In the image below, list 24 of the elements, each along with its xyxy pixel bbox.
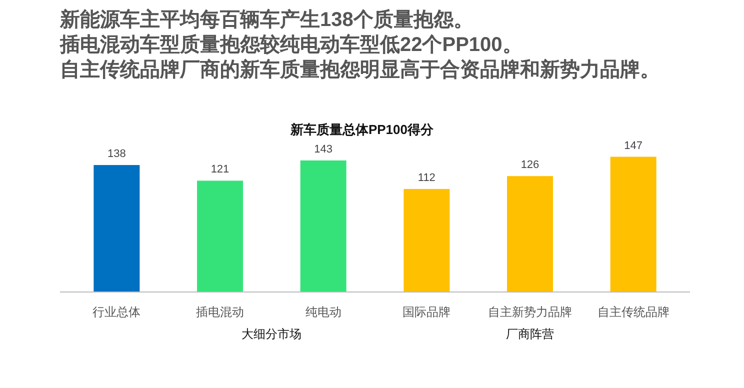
text: 插电混动车型质量抱怨较纯电动车型低22个PP100。 [59,33,522,56]
data-label: 112 [418,172,436,184]
data-label: 147 [624,140,643,152]
bar [610,156,656,292]
data-label: 138 [107,148,126,160]
x-tick-label: 插电混动 [196,305,244,319]
text: 自主传统品牌厂商的新车质量抱怨明显高于合资品牌和新势力品牌。 [60,58,660,81]
x-tick-label: 自主传统品牌 [597,305,670,319]
data-label: 126 [520,159,540,172]
data-label: 121 [210,164,230,176]
data-label: 143 [314,143,333,156]
bar [404,188,450,292]
chart-title: 新能源车主平均每百辆车产生138个质量抱怨。 [59,8,474,31]
bar [94,165,140,292]
x-tick-label: 国际品牌 [402,305,451,319]
bar [507,176,553,292]
chart-subtitle: 新车质量总体PP100得分 [289,122,435,137]
text: 大细分市场 [242,327,302,341]
bar [197,180,243,292]
x-tick-label: 自主新势力品牌 [488,305,572,319]
x-tick-label: 纯电动 [305,305,342,319]
text: 厂商阵营 [506,327,554,341]
x-tick-label: 行业总体 [92,305,141,319]
bar [300,160,346,292]
